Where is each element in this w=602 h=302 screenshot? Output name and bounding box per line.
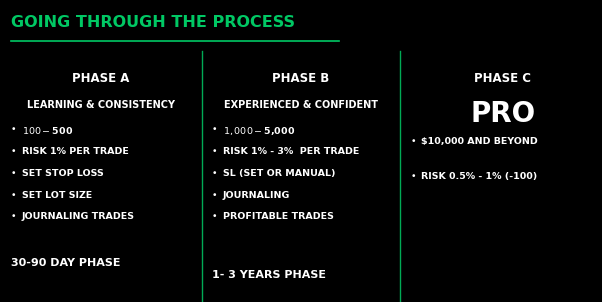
- Text: PHASE B: PHASE B: [272, 72, 330, 85]
- Text: RISK 1% PER TRADE: RISK 1% PER TRADE: [22, 147, 129, 156]
- Text: •: •: [411, 172, 416, 181]
- Text: JOURNALING: JOURNALING: [223, 191, 290, 200]
- Text: •: •: [212, 125, 217, 134]
- Text: $10,000 AND BEYOND: $10,000 AND BEYOND: [421, 137, 538, 146]
- Text: RISK 0.5% - 1% (-100): RISK 0.5% - 1% (-100): [421, 172, 538, 181]
- Text: •: •: [11, 125, 16, 134]
- Text: $1,000 - $5,000: $1,000 - $5,000: [223, 125, 295, 137]
- Text: SET STOP LOSS: SET STOP LOSS: [22, 169, 104, 178]
- Text: •: •: [212, 191, 217, 200]
- Text: SL (SET OR MANUAL): SL (SET OR MANUAL): [223, 169, 335, 178]
- Text: •: •: [212, 147, 217, 156]
- Text: $100 - $500: $100 - $500: [22, 125, 73, 136]
- Text: 1- 3 YEARS PHASE: 1- 3 YEARS PHASE: [212, 270, 326, 280]
- Text: •: •: [11, 212, 16, 221]
- Text: •: •: [11, 169, 16, 178]
- Text: GOING THROUGH THE PROCESS: GOING THROUGH THE PROCESS: [11, 15, 295, 30]
- Text: •: •: [411, 137, 416, 146]
- Text: PHASE A: PHASE A: [72, 72, 130, 85]
- Text: EXPERIENCED & CONFIDENT: EXPERIENCED & CONFIDENT: [224, 100, 378, 110]
- Text: RISK 1% - 3%  PER TRADE: RISK 1% - 3% PER TRADE: [223, 147, 359, 156]
- Text: •: •: [212, 212, 217, 221]
- Text: •: •: [11, 191, 16, 200]
- Text: 30-90 DAY PHASE: 30-90 DAY PHASE: [11, 258, 120, 268]
- Text: PROFITABLE TRADES: PROFITABLE TRADES: [223, 212, 334, 221]
- Text: •: •: [212, 169, 217, 178]
- Text: SET LOT SIZE: SET LOT SIZE: [22, 191, 92, 200]
- Text: LEARNING & CONSISTENCY: LEARNING & CONSISTENCY: [27, 100, 175, 110]
- Text: PHASE C: PHASE C: [474, 72, 531, 85]
- Text: JOURNALING TRADES: JOURNALING TRADES: [22, 212, 135, 221]
- Text: •: •: [11, 147, 16, 156]
- Text: PRO: PRO: [470, 100, 535, 128]
